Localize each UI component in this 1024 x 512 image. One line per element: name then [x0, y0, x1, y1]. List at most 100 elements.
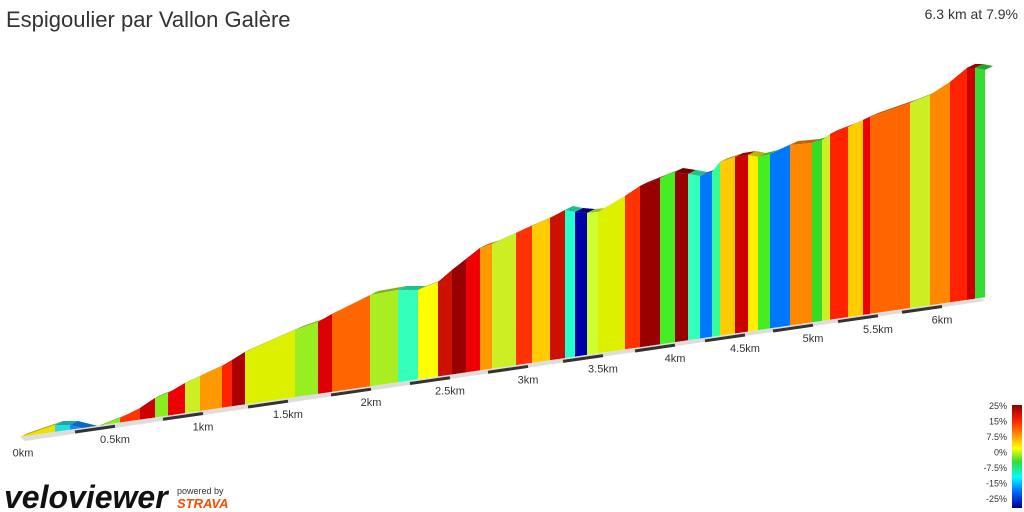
profile-segment: [688, 174, 700, 341]
profile-top: [975, 64, 993, 70]
profile-top: [575, 208, 595, 213]
profile-segment: [770, 145, 790, 329]
profile-segment: [565, 210, 575, 359]
profile-top: [418, 278, 446, 290]
profile-top: [735, 151, 756, 157]
profile-segment: [822, 134, 830, 321]
profile-segment: [812, 140, 822, 323]
profile-segment: [168, 383, 185, 416]
tick-segment: [247, 399, 289, 409]
profile-segment: [720, 157, 735, 336]
profile-top: [675, 168, 696, 174]
profile-segment: [550, 210, 565, 361]
legend-label: -15%: [986, 479, 1007, 489]
profile-segment: [185, 376, 200, 414]
profile-segment: [675, 172, 688, 343]
profile-segment: [120, 408, 140, 423]
distance-label: 5km: [803, 333, 824, 345]
distance-label: 2km: [361, 397, 382, 409]
gradient-legend: 25% 15% 7.5% 0% -7.5% -15% -25%: [983, 401, 1007, 504]
gradient-scale: [1012, 405, 1022, 508]
tick-segment: [772, 323, 814, 333]
profile-segment: [222, 360, 232, 408]
profile-top: [758, 150, 778, 157]
profile-top: [748, 151, 766, 157]
profile-segment: [370, 290, 398, 387]
tick-segment: [901, 305, 943, 314]
profile-segment: [870, 103, 910, 314]
profile-segment: [398, 290, 418, 383]
profile-segment: [735, 155, 748, 334]
profile-segment: [418, 282, 438, 380]
legend-label: -25%: [986, 494, 1007, 504]
summary: 6.3 km at 7.9%: [925, 6, 1018, 22]
profile-top: [516, 222, 540, 233]
profile-top: [295, 318, 326, 330]
tick-segment: [562, 354, 604, 363]
profile-top: [492, 229, 524, 244]
profile-segment: [55, 425, 70, 432]
profile-top: [967, 64, 983, 68]
profile-top: [863, 113, 878, 120]
profile-segment: [700, 172, 712, 339]
legend-label: 0%: [994, 448, 1007, 458]
profile-top: [640, 174, 668, 186]
profile-segment: [848, 120, 863, 318]
distance-label: 0km: [13, 448, 34, 460]
profile-top: [532, 214, 558, 226]
profile-top: [480, 240, 500, 248]
profile-top: [910, 91, 938, 103]
tick-segment: [634, 343, 676, 353]
profile: [20, 64, 993, 437]
profile-segment: [532, 218, 550, 363]
tick-segment: [330, 387, 372, 397]
profile-segment: [640, 178, 660, 348]
profile-segment: [295, 322, 318, 398]
legend-label: 7.5%: [986, 432, 1007, 442]
profile-top: [245, 326, 303, 352]
profile-segment: [863, 117, 870, 315]
profile-segment: [466, 248, 480, 373]
profile-segment: [660, 172, 675, 345]
profile-top: [370, 286, 406, 295]
profile-segment: [452, 259, 466, 375]
title: Espigoulier par Vallon Galère: [6, 7, 291, 32]
distance-label: 5.5km: [863, 324, 893, 336]
distance-label: 2.5km: [435, 386, 465, 398]
profile-segment: [758, 154, 770, 331]
distance-label: 3.5km: [588, 364, 618, 376]
brand-logo: veloviewer: [4, 479, 169, 512]
profile-segment: [232, 352, 245, 407]
profile-top: [790, 139, 820, 145]
profile-top: [200, 362, 230, 376]
profile-segment: [748, 155, 758, 332]
profile-top: [848, 116, 871, 127]
tick-segment: [74, 424, 116, 434]
profile-segment: [332, 295, 370, 392]
profile-top: [20, 421, 63, 437]
profile-segment: [155, 393, 168, 418]
profile-top: [155, 389, 176, 398]
distance-label: 1.5km: [273, 409, 303, 421]
profile-segment: [830, 127, 848, 320]
profile-segment: [575, 212, 587, 357]
distance-label: 4km: [665, 353, 686, 365]
profile-segment: [598, 196, 625, 354]
profile-top: [185, 372, 208, 383]
distance-label: 3km: [518, 374, 539, 386]
distance-label: 6km: [932, 315, 953, 327]
distance-label: 4.5km: [730, 343, 760, 355]
legend-label: 15%: [989, 417, 1007, 427]
tick-segment: [837, 314, 879, 324]
distance-label: 1km: [193, 422, 214, 434]
distance-axis: 0km 0.5km 1km 1.5km 2km 2.5km 3km 3.5km 4km 4.5km…: [13, 298, 985, 460]
tick-segment: [487, 364, 529, 374]
profile-top: [830, 123, 856, 134]
profile-segment: [318, 314, 332, 394]
profile-segment: [625, 186, 640, 350]
profile-segment: [930, 82, 950, 306]
profile-segment: [975, 68, 985, 299]
tick-segment: [409, 376, 451, 386]
tick-segment: [162, 412, 204, 421]
